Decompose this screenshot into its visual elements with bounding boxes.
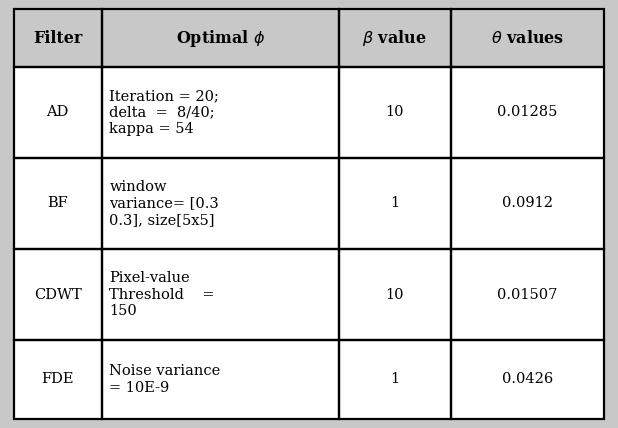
Bar (14, 9, 102, 67)
Text: 1: 1 (390, 196, 399, 211)
Text: $\theta$ values: $\theta$ values (491, 30, 564, 47)
Text: 150: 150 (109, 304, 137, 318)
Text: = 10E-9: = 10E-9 (109, 380, 169, 395)
Bar (14, 340, 102, 419)
Bar (339, 249, 451, 340)
Text: Optimal $\phi$: Optimal $\phi$ (176, 27, 265, 48)
Bar (451, 9, 604, 67)
Bar (339, 158, 451, 249)
Bar (339, 158, 451, 249)
Bar (14, 340, 102, 419)
Text: Pixel-value: Pixel-value (109, 271, 190, 285)
Bar (339, 67, 451, 158)
Bar (102, 9, 339, 67)
Text: Iteration = 20;: Iteration = 20; (109, 89, 219, 103)
Bar (339, 249, 451, 340)
Bar (14, 67, 102, 158)
Bar (102, 340, 339, 419)
Text: 0.01507: 0.01507 (497, 288, 558, 302)
Bar (102, 158, 339, 249)
Bar (102, 340, 339, 419)
Bar (451, 340, 604, 419)
Bar (339, 340, 451, 419)
Bar (451, 67, 604, 158)
Text: 10: 10 (386, 288, 404, 302)
Bar (14, 158, 102, 249)
Text: variance= [0.3: variance= [0.3 (109, 196, 219, 211)
Text: BF: BF (48, 196, 68, 211)
Bar (451, 249, 604, 340)
Bar (451, 9, 604, 67)
Bar (451, 158, 604, 249)
Bar (339, 67, 451, 158)
Bar (14, 249, 102, 340)
Bar (339, 9, 451, 67)
Text: 0.0426: 0.0426 (502, 372, 553, 386)
Bar (102, 67, 339, 158)
Text: Threshold    =: Threshold = (109, 288, 215, 302)
Text: 0.01285: 0.01285 (497, 105, 558, 119)
Bar (14, 249, 102, 340)
Text: $\beta$ value: $\beta$ value (363, 28, 427, 48)
Bar (451, 249, 604, 340)
Bar (102, 249, 339, 340)
Text: AD: AD (46, 105, 69, 119)
Bar (14, 67, 102, 158)
Bar (339, 9, 451, 67)
Text: Filter: Filter (33, 30, 82, 47)
Text: FDE: FDE (41, 372, 74, 386)
Bar (451, 67, 604, 158)
Text: 10: 10 (386, 105, 404, 119)
Text: Noise variance: Noise variance (109, 364, 221, 378)
Bar (102, 249, 339, 340)
Text: window: window (109, 180, 167, 194)
Bar (14, 158, 102, 249)
Bar (451, 340, 604, 419)
Text: 0.3], size[5x5]: 0.3], size[5x5] (109, 213, 215, 227)
Bar (102, 67, 339, 158)
Bar (14, 9, 102, 67)
Text: 1: 1 (390, 372, 399, 386)
Bar (102, 9, 339, 67)
Text: 0.0912: 0.0912 (502, 196, 553, 211)
Text: delta  =  8/40;: delta = 8/40; (109, 105, 215, 119)
Bar (451, 158, 604, 249)
Bar (102, 158, 339, 249)
Text: kappa = 54: kappa = 54 (109, 122, 194, 136)
Bar (339, 340, 451, 419)
Text: CDWT: CDWT (34, 288, 82, 302)
